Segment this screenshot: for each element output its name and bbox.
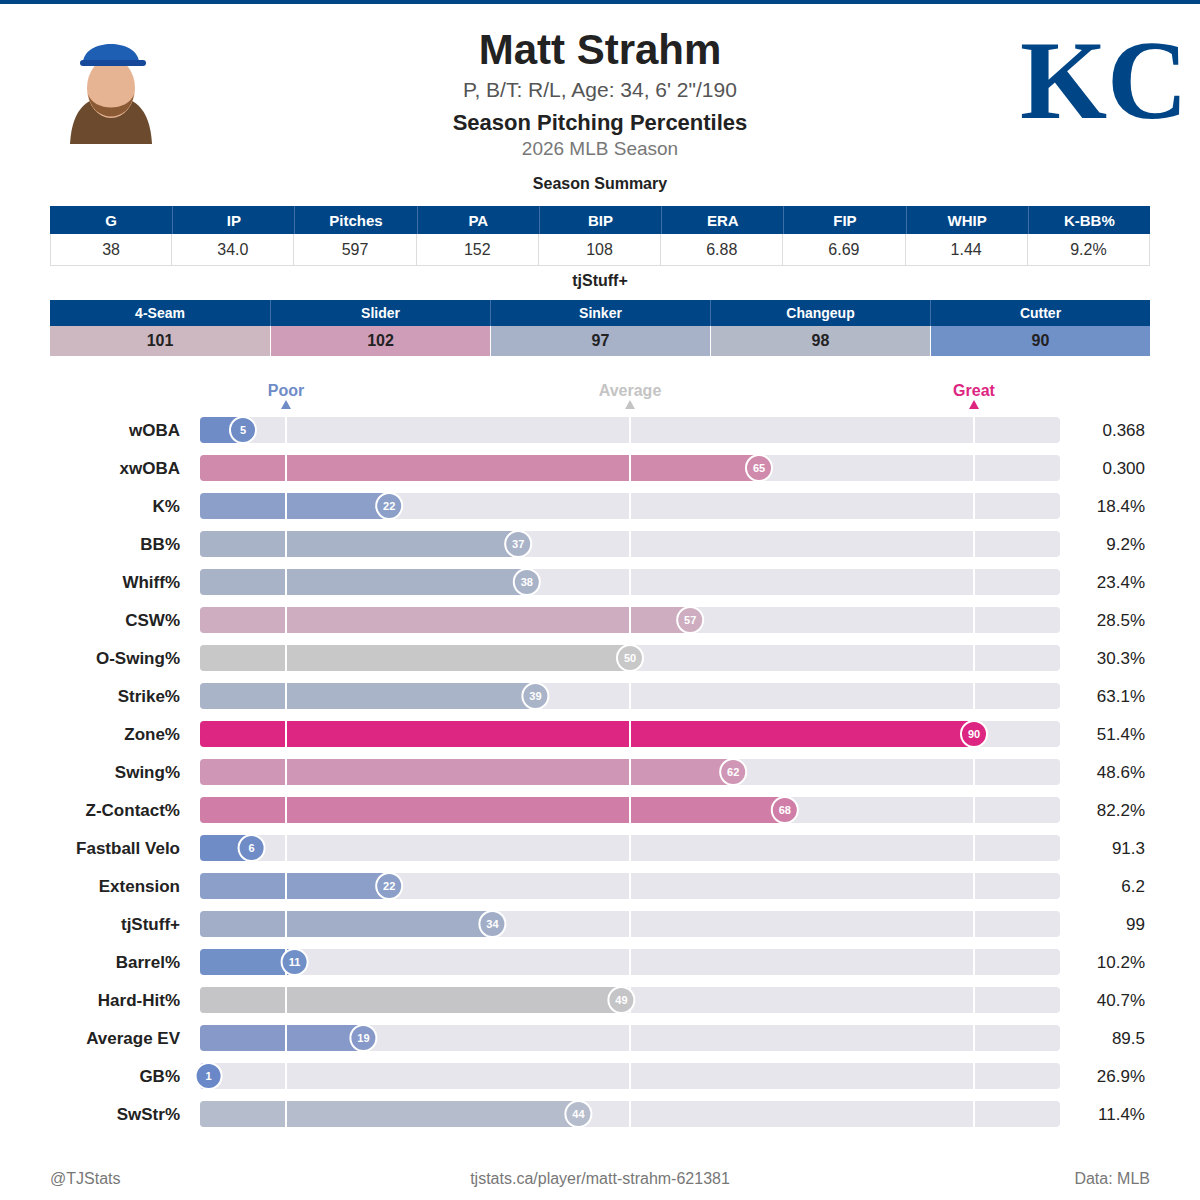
html-text:WHIP: WHIP bbox=[947, 211, 987, 229]
html-text:6.69: 6.69 bbox=[828, 240, 860, 258]
svg-text:BB%: BB% bbox=[140, 535, 180, 554]
html-text:98: 98 bbox=[811, 332, 830, 349]
html-text:BIP: BIP bbox=[588, 211, 613, 229]
html-text:Matt Strahm: Matt Strahm bbox=[478, 26, 722, 73]
svg-text:62: 62 bbox=[727, 766, 739, 778]
svg-text:22: 22 bbox=[383, 500, 395, 512]
html-text:38: 38 bbox=[102, 240, 120, 258]
svg-text:51.4%: 51.4% bbox=[1097, 725, 1145, 744]
html-text:Season Pitching Percentiles: Season Pitching Percentiles bbox=[452, 110, 748, 135]
svg-text:6.2: 6.2 bbox=[1121, 877, 1145, 896]
svg-text:19: 19 bbox=[357, 1032, 369, 1044]
svg-text:Barrel%: Barrel% bbox=[116, 953, 180, 972]
html-text:6.88: 6.88 bbox=[706, 240, 738, 258]
html-text:P, B/T: R/L, Age: 34, 6' 2"/19: P, B/T: R/L, Age: 34, 6' 2"/190 bbox=[463, 78, 737, 101]
svg-text:26.9%: 26.9% bbox=[1097, 1067, 1145, 1086]
svg-text:5: 5 bbox=[240, 424, 246, 436]
html-text:597: 597 bbox=[341, 240, 369, 258]
svg-text:50: 50 bbox=[624, 652, 636, 664]
html-text:@TJStats: @TJStats bbox=[50, 1170, 121, 1187]
svg-text:49: 49 bbox=[615, 994, 627, 1006]
svg-text:GB%: GB% bbox=[139, 1067, 180, 1086]
html-text:KC: KC bbox=[1020, 18, 1188, 142]
html-text:2026 MLB Season: 2026 MLB Season bbox=[521, 138, 679, 159]
svg-text:wOBA: wOBA bbox=[128, 421, 180, 440]
svg-text:Zone%: Zone% bbox=[124, 725, 180, 744]
svg-text:38: 38 bbox=[521, 576, 533, 588]
html-text:102: 102 bbox=[367, 332, 394, 349]
svg-text:90: 90 bbox=[968, 728, 980, 740]
svg-text:10.2%: 10.2% bbox=[1097, 953, 1145, 972]
html-text:Season Summary: Season Summary bbox=[532, 175, 668, 192]
svg-text:Poor: Poor bbox=[268, 382, 304, 399]
html-text:34.0: 34.0 bbox=[217, 240, 249, 258]
html-text:IP: IP bbox=[226, 211, 241, 229]
html-text:108: 108 bbox=[586, 240, 613, 258]
svg-text:65: 65 bbox=[753, 462, 765, 474]
svg-text:40.7%: 40.7% bbox=[1097, 991, 1145, 1010]
svg-text:99: 99 bbox=[1126, 915, 1145, 934]
html-text:90: 90 bbox=[1031, 332, 1050, 349]
svg-text:22: 22 bbox=[383, 880, 395, 892]
svg-text:Z-Contact%: Z-Contact% bbox=[86, 801, 180, 820]
svg-text:82.2%: 82.2% bbox=[1097, 801, 1145, 820]
html-text:PA: PA bbox=[468, 211, 489, 229]
html-text:Cutter: Cutter bbox=[1019, 305, 1062, 321]
svg-text:11: 11 bbox=[289, 956, 301, 968]
svg-text:0.368: 0.368 bbox=[1102, 421, 1145, 440]
svg-text:37: 37 bbox=[512, 538, 524, 550]
svg-text:xwOBA: xwOBA bbox=[120, 459, 180, 478]
html-text:G: G bbox=[105, 211, 117, 229]
html-text:FIP: FIP bbox=[833, 211, 857, 229]
html-text:Pitches: Pitches bbox=[329, 211, 383, 229]
html-text:1.44: 1.44 bbox=[950, 240, 982, 258]
svg-text:44: 44 bbox=[572, 1108, 585, 1120]
svg-text:CSW%: CSW% bbox=[125, 611, 180, 630]
svg-text:Extension: Extension bbox=[99, 877, 180, 896]
svg-text:O-Swing%: O-Swing% bbox=[96, 649, 180, 668]
svg-text:0.300: 0.300 bbox=[1102, 459, 1145, 478]
svg-text:11.4%: 11.4% bbox=[1098, 1105, 1145, 1124]
svg-text:Average EV: Average EV bbox=[86, 1029, 181, 1048]
html-text:Slider: Slider bbox=[361, 305, 400, 321]
html-text:101: 101 bbox=[146, 332, 174, 349]
svg-text:23.4%: 23.4% bbox=[1097, 573, 1145, 592]
svg-text:57: 57 bbox=[684, 614, 696, 626]
svg-text:Fastball Velo: Fastball Velo bbox=[76, 839, 180, 858]
svg-text:68: 68 bbox=[779, 804, 791, 816]
svg-text:39: 39 bbox=[529, 690, 541, 702]
svg-text:Great: Great bbox=[953, 382, 995, 399]
html-text:Changeup: Changeup bbox=[786, 305, 855, 321]
html-text:Data: MLB: Data: MLB bbox=[1074, 1170, 1150, 1187]
html-text:4-Seam: 4-Seam bbox=[135, 305, 185, 321]
html-text:152: 152 bbox=[463, 240, 491, 258]
svg-text:Average: Average bbox=[599, 382, 662, 399]
svg-text:63.1%: 63.1% bbox=[1097, 687, 1145, 706]
svg-text:89.5: 89.5 bbox=[1112, 1029, 1145, 1048]
html-text:tjstats.ca/player/matt-strahm-: tjstats.ca/player/matt-strahm-621381 bbox=[470, 1170, 730, 1187]
svg-text:Strike%: Strike% bbox=[118, 687, 180, 706]
svg-text:18.4%: 18.4% bbox=[1097, 497, 1145, 516]
svg-text:Hard-Hit%: Hard-Hit% bbox=[98, 991, 180, 1010]
svg-text:9.2%: 9.2% bbox=[1106, 535, 1145, 554]
svg-text:Swing%: Swing% bbox=[115, 763, 180, 782]
html-text:tjStuff+: tjStuff+ bbox=[572, 272, 628, 289]
html-text:97: 97 bbox=[591, 332, 610, 349]
html-text:K-BB%: K-BB% bbox=[1064, 211, 1115, 229]
svg-text:91.3: 91.3 bbox=[1112, 839, 1145, 858]
svg-text:34: 34 bbox=[486, 918, 499, 930]
svg-text:SwStr%: SwStr% bbox=[117, 1105, 180, 1124]
svg-text:1: 1 bbox=[206, 1070, 212, 1082]
svg-text:48.6%: 48.6% bbox=[1097, 763, 1145, 782]
svg-text:28.5%: 28.5% bbox=[1097, 611, 1145, 630]
svg-text:tjStuff+: tjStuff+ bbox=[121, 915, 180, 934]
html-text:ERA: ERA bbox=[706, 211, 739, 229]
svg-text:K%: K% bbox=[153, 497, 180, 516]
html-text:9.2%: 9.2% bbox=[1070, 240, 1107, 258]
svg-text:Whiff%: Whiff% bbox=[122, 573, 180, 592]
svg-text:30.3%: 30.3% bbox=[1097, 649, 1145, 668]
html-text:Sinker: Sinker bbox=[579, 305, 622, 321]
svg-text:6: 6 bbox=[249, 842, 255, 854]
